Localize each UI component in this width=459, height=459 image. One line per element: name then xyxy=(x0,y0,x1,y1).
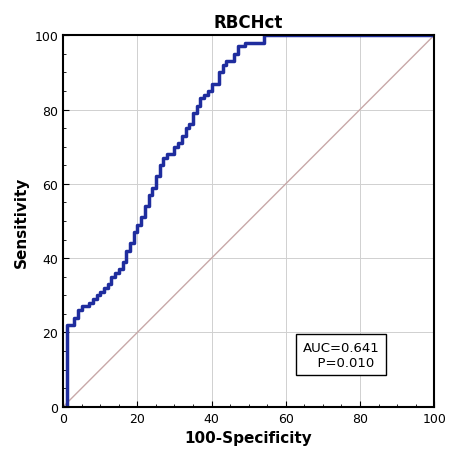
Text: AUC=0.641
  P=0.010: AUC=0.641 P=0.010 xyxy=(302,341,379,369)
Title: RBCHct: RBCHct xyxy=(213,14,283,32)
Y-axis label: Sensitivity: Sensitivity xyxy=(14,176,29,267)
X-axis label: 100-Specificity: 100-Specificity xyxy=(185,430,312,445)
